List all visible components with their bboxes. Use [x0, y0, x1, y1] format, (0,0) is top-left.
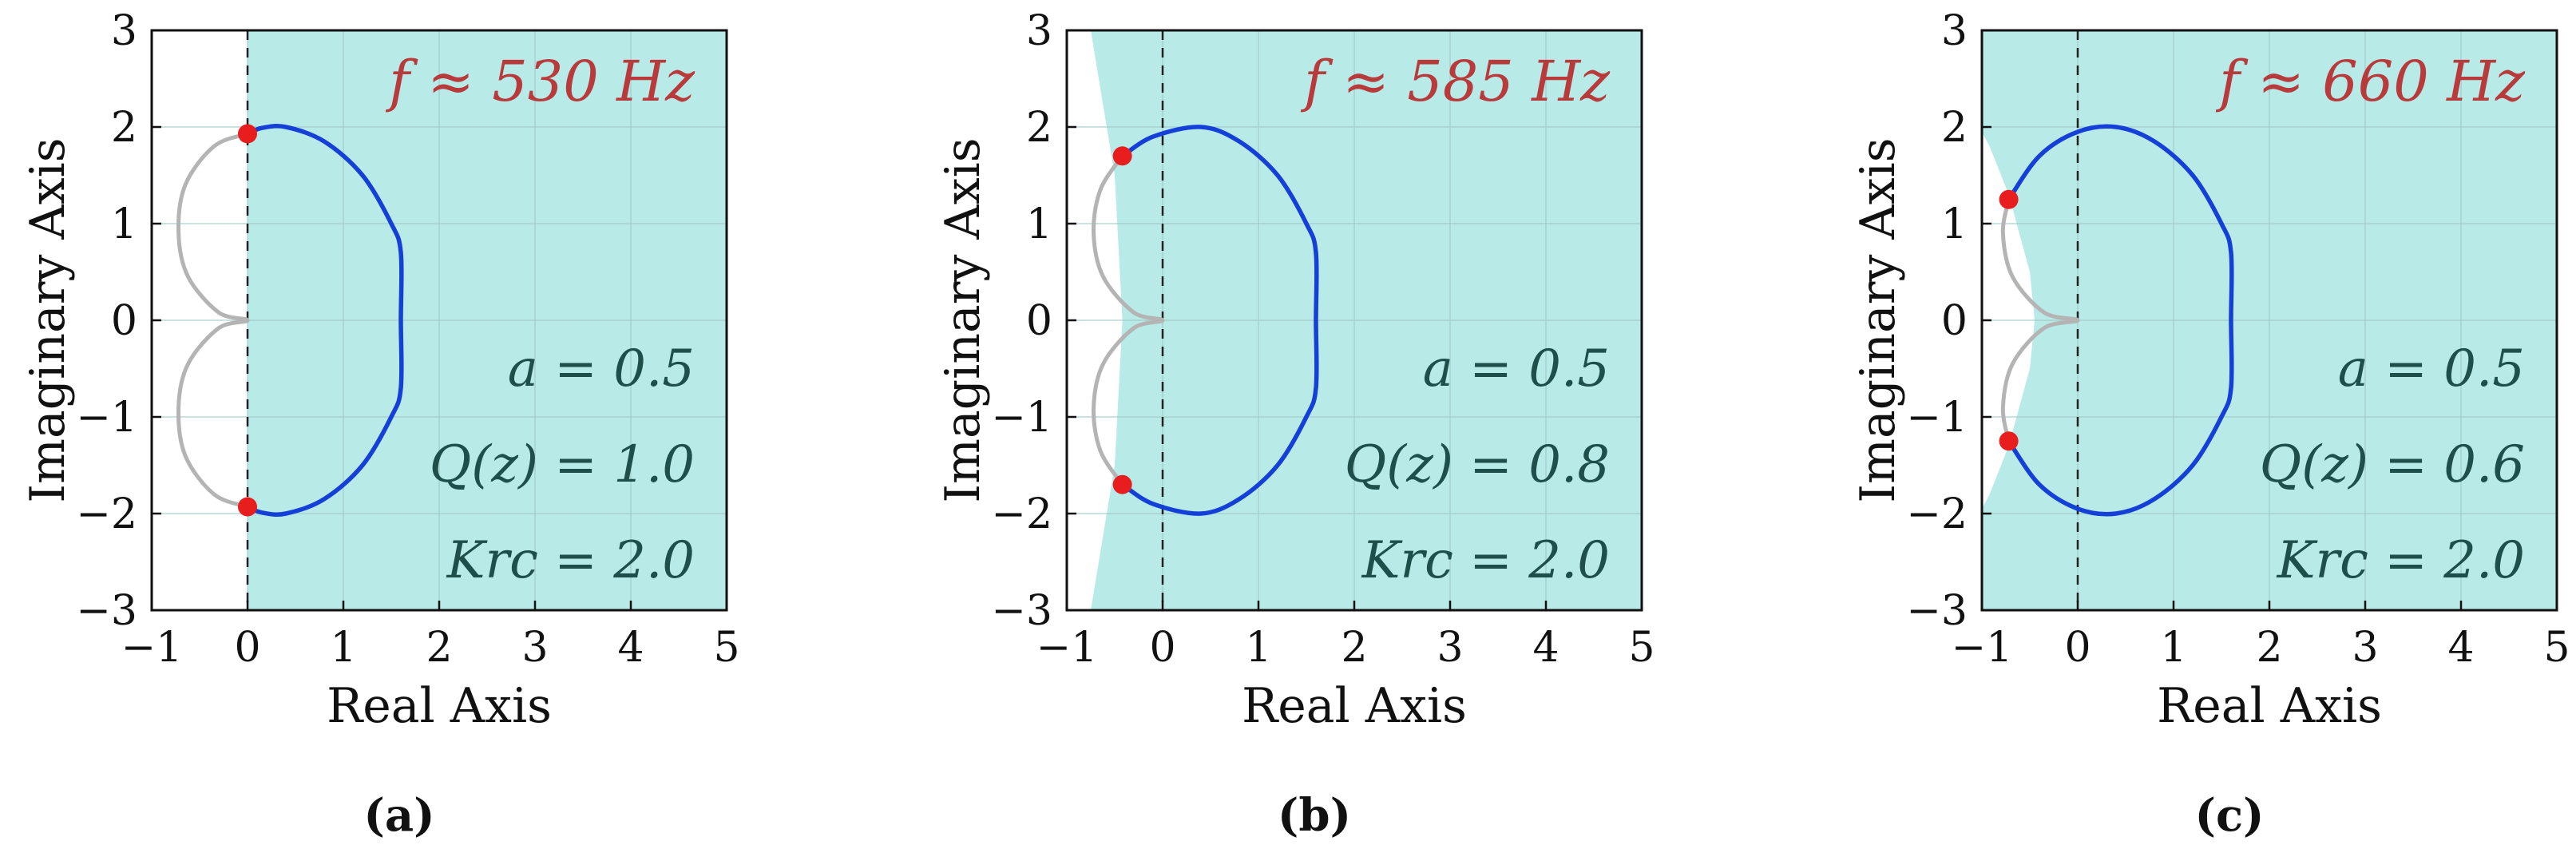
- frequency-label: f ≈ 530 Hz: [385, 49, 696, 114]
- frequency-label: f ≈ 660 Hz: [2215, 49, 2526, 114]
- x-tick-label: 3: [2352, 624, 2378, 672]
- x-tick-label: 0: [234, 624, 260, 672]
- x-tick-label: 5: [2543, 624, 2570, 672]
- panel-caption: (c): [2194, 789, 2264, 842]
- x-tick-label: 0: [2064, 624, 2091, 672]
- x-tick-label: 4: [1532, 624, 1559, 672]
- y-tick-label: 3: [1941, 7, 1968, 55]
- x-tick-label: 1: [1245, 624, 1271, 672]
- y-tick-label: 0: [111, 297, 137, 345]
- crossing-point: [238, 124, 257, 144]
- y-tick-label: 2: [111, 104, 137, 152]
- nyquist-curve: [2007, 124, 2234, 517]
- crossing-point: [1112, 474, 1132, 494]
- x-tick-label: 0: [1149, 624, 1175, 672]
- x-tick-label: 1: [2160, 624, 2186, 672]
- y-tick-label: 3: [111, 7, 137, 55]
- x-tick-label: 5: [713, 624, 739, 672]
- y-tick-label: 2: [1941, 104, 1968, 152]
- y-axis-label: Imaginary Axis: [20, 137, 76, 502]
- crossing-point: [1999, 431, 2019, 451]
- y-tick-label: 3: [1026, 7, 1052, 55]
- nyquist-curve-gray: [1092, 154, 1165, 486]
- x-tick-label: 2: [2256, 624, 2282, 672]
- x-axis-label: Real Axis: [2157, 678, 2382, 734]
- x-tick-label: −1: [1952, 624, 2013, 672]
- panel-b: −1 0 1 2 3 4 5 −3 −2 −1 0 1 2 3 Real Axis Imaginary Axi…: [935, 7, 1655, 842]
- x-tick-label: −1: [1036, 624, 1098, 672]
- param-label: Krc = 2.0: [446, 531, 695, 590]
- nyquist-curve-gray: [176, 132, 250, 509]
- x-tick-label: 3: [1437, 624, 1463, 672]
- frequency-label: f ≈ 585 Hz: [1300, 49, 1611, 114]
- param-label: Q(z) = 0.8: [1345, 435, 1610, 494]
- y-tick-label: 2: [1026, 104, 1052, 152]
- y-tick-label: −1: [1906, 394, 1968, 442]
- nyquist-curve: [1121, 125, 1319, 516]
- param-label: Q(z) = 0.6: [2260, 435, 2525, 494]
- x-tick-label: 3: [521, 624, 548, 672]
- y-tick-label: 1: [1026, 200, 1052, 248]
- y-tick-label: −3: [991, 587, 1052, 635]
- y-tick-label: −1: [991, 394, 1052, 442]
- nyquist-curve: [246, 124, 404, 517]
- param-label: Q(z) = 1.0: [430, 435, 695, 494]
- y-tick-label: 0: [1026, 297, 1052, 345]
- param-label: Krc = 2.0: [1361, 531, 1610, 590]
- nyquist-curve-gray: [2000, 199, 2080, 442]
- panel-c: −1 0 1 2 3 4 5 −3 −2 −1 0 1 2 3 Real Axis Imaginary Axi…: [1850, 7, 2570, 842]
- y-tick-label: −3: [1906, 587, 1968, 635]
- param-label: a = 0.5: [1423, 339, 1610, 399]
- panel-caption: (a): [363, 789, 434, 842]
- param-label: Krc = 2.0: [2277, 531, 2525, 590]
- panel-a: −1 0 1 2 3 4 5 −3 −2 −1 0 1 2 3 Real Axis Imaginary Axi…: [20, 7, 740, 842]
- param-label: a = 0.5: [508, 339, 695, 399]
- x-tick-label: 2: [1341, 624, 1367, 672]
- x-tick-label: −1: [121, 624, 183, 672]
- crossing-point: [238, 497, 257, 517]
- y-tick-label: −2: [76, 490, 137, 538]
- panel-caption: (b): [1278, 789, 1351, 842]
- x-tick-label: 2: [426, 624, 452, 672]
- x-axis-label: Real Axis: [327, 678, 552, 734]
- x-tick-label: 4: [617, 624, 644, 672]
- y-tick-label: 1: [1941, 200, 1968, 248]
- x-tick-label: 1: [330, 624, 356, 672]
- crossing-point: [1112, 146, 1132, 166]
- y-axis-label: Imaginary Axis: [935, 137, 991, 502]
- y-tick-label: −1: [76, 394, 137, 442]
- x-tick-label: 5: [1628, 624, 1655, 672]
- x-tick-label: 4: [2447, 624, 2474, 672]
- y-axis-label: Imaginary Axis: [1850, 137, 1906, 502]
- y-tick-label: −2: [1906, 490, 1968, 538]
- y-tick-label: 1: [111, 200, 137, 248]
- y-tick-label: −2: [991, 490, 1052, 538]
- y-tick-label: −3: [76, 587, 137, 635]
- param-label: a = 0.5: [2338, 339, 2525, 399]
- x-axis-label: Real Axis: [1242, 678, 1467, 734]
- y-tick-label: 0: [1941, 297, 1968, 345]
- crossing-point: [1999, 189, 2019, 209]
